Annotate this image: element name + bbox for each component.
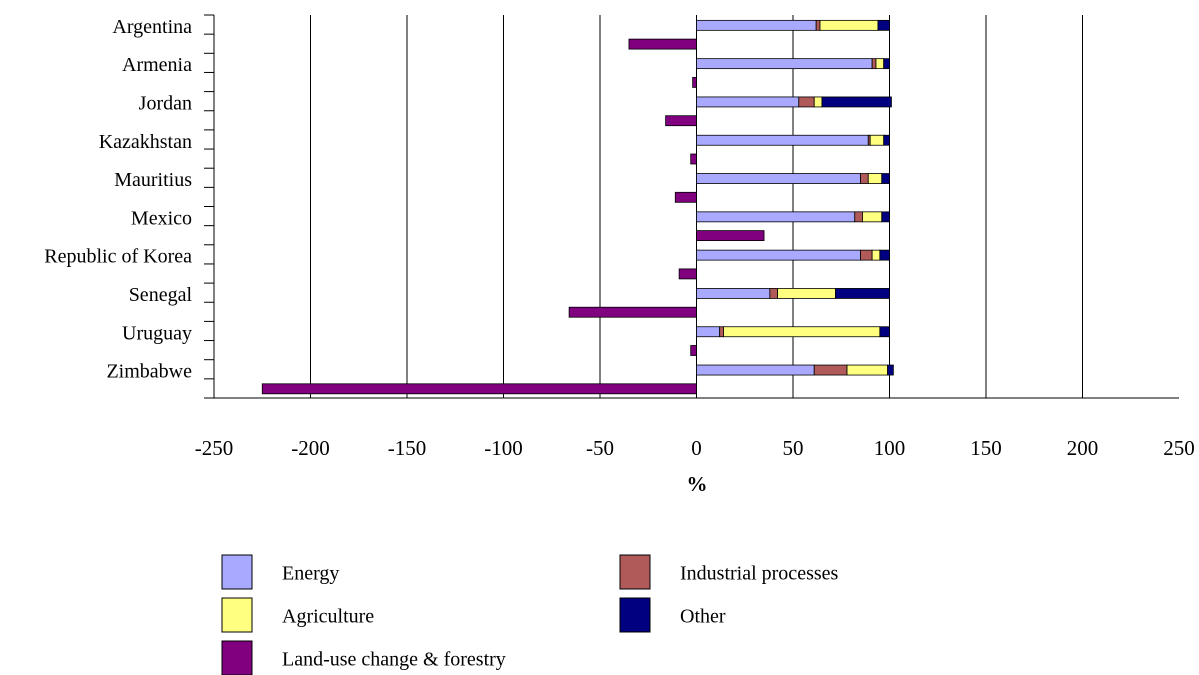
x-tick-label: -200: [291, 436, 330, 460]
bar-segment: [696, 249, 861, 261]
category-label: Jordan: [139, 93, 192, 115]
bar-segment: [869, 134, 885, 146]
bar-segment: [696, 96, 800, 108]
bar-segment: [696, 326, 721, 338]
x-tick-label: 250: [1163, 436, 1195, 460]
bar-segment: [696, 211, 856, 223]
legend-swatch: [221, 640, 253, 675]
bar: [690, 153, 697, 165]
bar-segment: [867, 173, 883, 184]
legend-swatch: [221, 554, 253, 590]
legend-label: Land-use change & forestry: [282, 649, 506, 671]
bar-segment: [723, 326, 881, 338]
bar-segment: [862, 211, 883, 223]
x-tick-label: 0: [691, 436, 702, 460]
category-label: Mauritius: [114, 169, 192, 191]
x-tick-label: 200: [1067, 436, 1099, 460]
bar-segment: [871, 249, 881, 261]
category-label: Armenia: [122, 54, 192, 76]
legend-swatch: [619, 554, 651, 590]
bar-segment: [879, 326, 890, 338]
legend-label: Other: [680, 606, 726, 628]
bar-segment: [696, 19, 817, 31]
legend-swatch: [221, 597, 253, 633]
bar-segment: [813, 364, 848, 376]
bar-segment: [854, 211, 863, 223]
bar-segment: [860, 173, 869, 184]
category-label: Republic of Korea: [44, 246, 192, 268]
bar-segment: [696, 173, 861, 184]
x-tick-label: -50: [586, 436, 614, 460]
bar-segment: [719, 326, 724, 338]
legend-label: Agriculture: [282, 606, 374, 628]
bar: [261, 383, 697, 395]
bar-segment: [769, 288, 778, 299]
bar-segment: [696, 288, 771, 299]
bar-segment: [871, 58, 877, 70]
bar: [674, 191, 697, 203]
bar-segment: [798, 96, 815, 108]
bar-segment: [815, 19, 821, 31]
bar-segment: [813, 96, 823, 108]
bar: [696, 230, 765, 242]
bar-segment: [883, 58, 890, 70]
bar-segment: [883, 134, 890, 146]
bar: [568, 306, 697, 318]
bar-segment: [879, 249, 890, 261]
legend-label: Industrial processes: [680, 563, 839, 585]
bar-segment: [696, 58, 873, 70]
x-tick-label: 100: [874, 436, 906, 460]
category-label: Kazakhstan: [99, 131, 192, 153]
category-label: Uruguay: [122, 322, 192, 344]
bar-segment: [696, 364, 815, 376]
category-label: Mexico: [131, 207, 192, 229]
bar: [665, 115, 697, 127]
bar-segment: [860, 249, 873, 261]
x-tick-label: 50: [783, 436, 804, 460]
legend-swatch: [619, 597, 651, 633]
bar-segment: [877, 19, 890, 31]
category-label: Argentina: [112, 16, 192, 38]
bar-segment: [881, 211, 890, 223]
bar-segment: [696, 134, 869, 146]
category-label: Senegal: [129, 284, 193, 306]
bar-segment: [887, 364, 894, 376]
x-tick-label: -150: [388, 436, 427, 460]
x-axis-label: %: [687, 472, 708, 496]
bar: [690, 345, 697, 356]
bar-segment: [835, 288, 890, 299]
bar-segment: [846, 364, 888, 376]
legend-label: Energy: [282, 563, 339, 585]
bar: [692, 77, 697, 88]
x-tick-label: 150: [970, 436, 1002, 460]
bar-segment: [875, 58, 885, 70]
x-tick-label: -100: [484, 436, 523, 460]
bar-segment: [821, 96, 892, 108]
bar: [628, 38, 697, 50]
bar-segment: [881, 173, 890, 184]
bar-segment: [777, 288, 836, 299]
bar-segment: [819, 19, 879, 31]
category-label: Zimbabwe: [106, 361, 192, 383]
x-tick-label: -250: [195, 436, 234, 460]
bar: [678, 268, 697, 280]
